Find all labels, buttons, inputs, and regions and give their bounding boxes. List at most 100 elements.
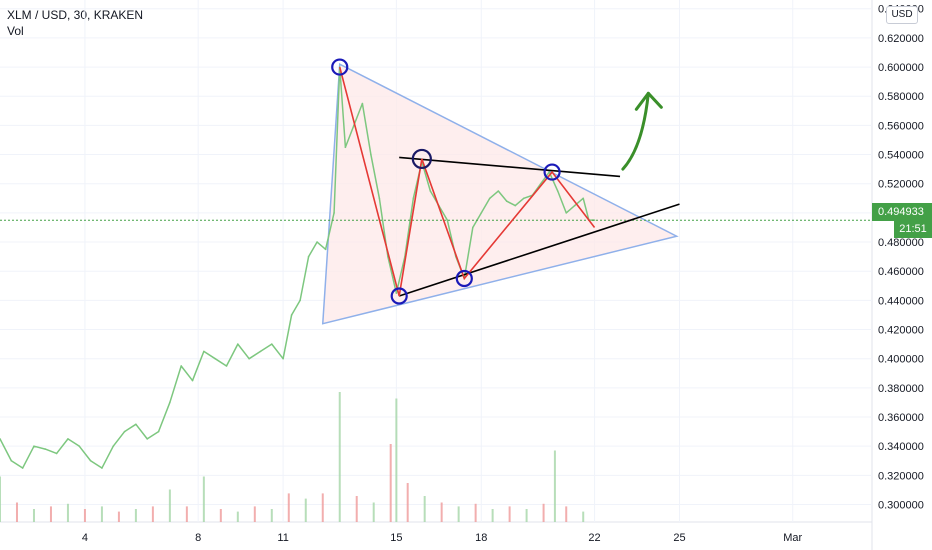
x-tick-label: 15 — [390, 532, 402, 544]
y-tick-label: 0.420000 — [878, 325, 924, 337]
y-tick-label: 0.620000 — [878, 33, 924, 45]
volume-bar — [151, 506, 154, 522]
y-tick-label: 0.340000 — [878, 441, 924, 453]
last-price-tag: 0.494933 — [872, 203, 932, 221]
price-point — [556, 190, 559, 192]
y-tick-label: 0.320000 — [878, 470, 924, 482]
volume-bar — [49, 506, 52, 522]
price-point — [78, 445, 81, 447]
volume-bar — [270, 509, 273, 522]
volume-bar — [253, 506, 256, 522]
price-point — [378, 197, 381, 200]
price-point — [548, 171, 551, 173]
x-tick-label: 25 — [673, 532, 685, 544]
volume-bar — [474, 503, 477, 522]
pivot-marker — [390, 287, 408, 305]
volume-bar — [219, 509, 222, 522]
price-point — [395, 292, 398, 294]
volume-bar — [168, 489, 171, 522]
pivot-marker — [455, 269, 473, 288]
pivot-marker — [411, 148, 432, 170]
price-point — [55, 452, 58, 455]
volume-bar — [423, 496, 426, 522]
y-tick-label: 0.560000 — [878, 120, 924, 132]
time-axis[interactable]: 4 8 11 15 18 22 25 Mar — [82, 532, 803, 544]
price-point — [446, 219, 449, 221]
breakout-arrow-shaft — [621, 91, 650, 171]
volume-bar — [525, 509, 528, 522]
bar-countdown: 21:51 — [894, 221, 932, 238]
volume-bar — [15, 502, 18, 522]
price-point — [488, 197, 491, 200]
price-point — [514, 204, 517, 207]
volume-bar — [440, 502, 443, 522]
volume-bar — [395, 398, 398, 522]
price-point — [522, 197, 525, 200]
volume-bar — [66, 503, 69, 522]
pivot-marker — [331, 58, 349, 76]
y-tick-label: 0.480000 — [878, 237, 924, 249]
zigzag-wave — [338, 66, 596, 297]
volume-bar — [0, 476, 1, 522]
price-point — [370, 153, 372, 156]
price-point — [497, 190, 500, 192]
volume-bar — [185, 506, 188, 522]
volume-bar — [117, 511, 120, 522]
volume-bar — [83, 509, 86, 522]
price-point — [203, 350, 205, 353]
price-point — [0, 438, 1, 440]
price-point — [412, 197, 415, 200]
price-point — [67, 438, 69, 440]
y-tick-label: 0.440000 — [878, 295, 924, 307]
x-tick-label: 22 — [588, 532, 600, 544]
price-point — [89, 459, 92, 462]
price-point — [299, 299, 301, 302]
volume-bar — [565, 506, 568, 522]
price-point — [316, 241, 318, 243]
price-point — [237, 343, 239, 345]
price-point — [472, 226, 474, 229]
price-point — [582, 197, 585, 200]
volume-bar — [134, 509, 137, 522]
price-point — [429, 190, 432, 192]
price-point — [157, 430, 160, 433]
price-point — [135, 423, 137, 426]
price-point — [44, 448, 47, 450]
price-point — [21, 467, 24, 469]
price-point — [225, 365, 228, 367]
volume-bar — [304, 498, 307, 522]
price-point — [33, 445, 35, 447]
x-tick-label: 4 — [82, 532, 88, 544]
price-point — [282, 357, 284, 360]
volume-bar — [100, 506, 103, 522]
resistance-trendline — [399, 156, 621, 178]
y-tick-label: 0.600000 — [878, 62, 924, 74]
volume-bar — [287, 493, 290, 522]
triangle-pattern-shape — [321, 62, 679, 325]
volume-bar — [491, 509, 494, 522]
price-axis[interactable]: 0.300000 0.320000 0.340000 0.360000 0.380000… — [878, 4, 924, 512]
volume-bar — [389, 444, 392, 522]
price-point — [259, 350, 262, 353]
price-point — [101, 467, 103, 469]
price-point — [480, 212, 483, 214]
pattern-annotations — [331, 58, 680, 305]
price-point — [593, 219, 596, 221]
price-line — [0, 66, 595, 469]
price-point — [505, 200, 508, 203]
x-tick-label: Mar — [783, 532, 802, 544]
volume-bar — [321, 493, 324, 522]
symbol-title: XLM / USD, 30, KRAKEN — [7, 8, 144, 22]
price-point — [565, 212, 568, 214]
volume-bar — [32, 509, 35, 522]
volume-bar — [236, 511, 239, 522]
price-point — [112, 445, 115, 447]
currency-button[interactable]: USD — [886, 6, 918, 24]
volume-bar — [355, 496, 358, 522]
volume-bars — [0, 392, 585, 522]
volume-bar — [372, 502, 375, 522]
price-point — [180, 365, 182, 367]
price-point — [573, 204, 576, 207]
